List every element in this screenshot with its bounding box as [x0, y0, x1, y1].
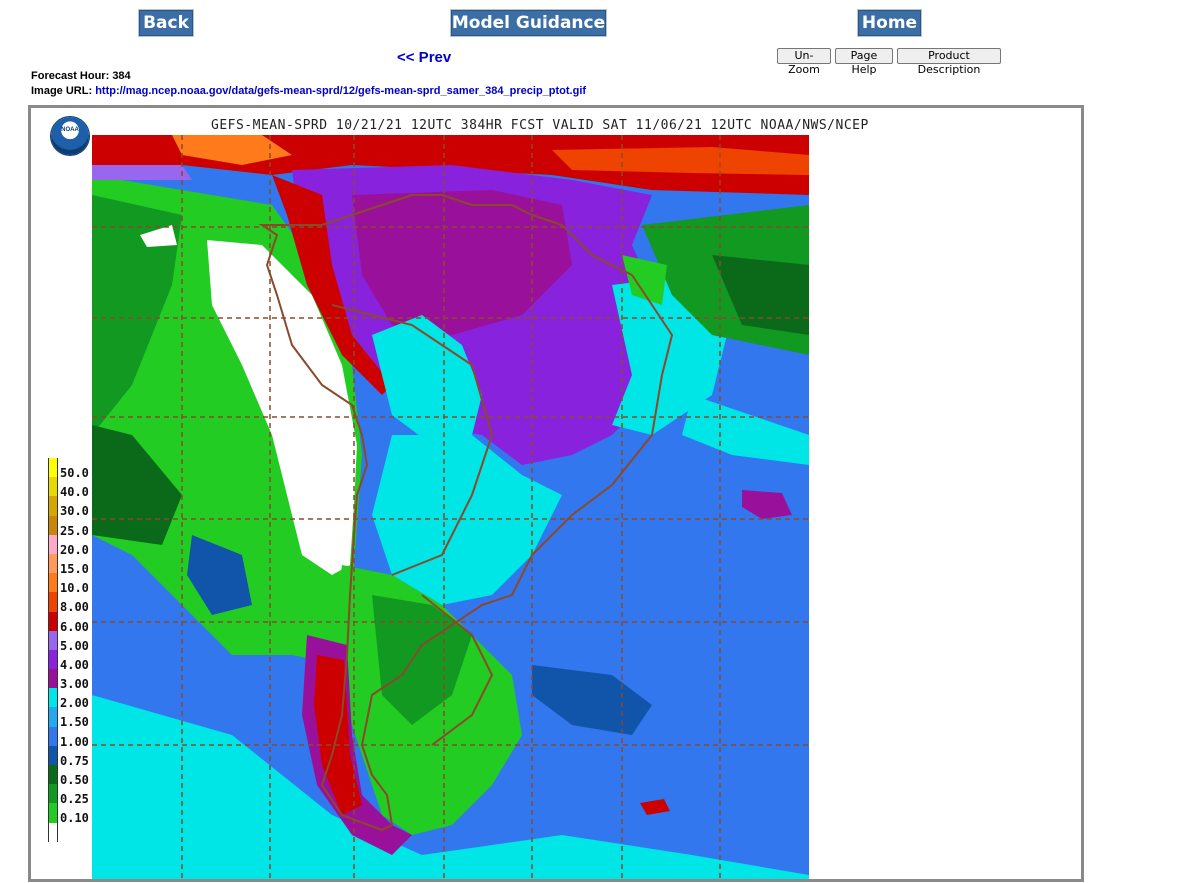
- legend-swatch: [48, 726, 58, 746]
- forecast-hour-line: Forecast Hour: 384: [31, 70, 131, 82]
- legend-label: 2.00: [60, 696, 89, 711]
- legend-label: 6.00: [60, 619, 89, 634]
- forecast-hour-label: Forecast Hour:: [31, 70, 110, 82]
- legend-label: 8.00: [60, 600, 89, 615]
- legend-label: 0.10: [60, 811, 89, 826]
- legend-swatch: [48, 669, 58, 689]
- legend-swatch: [48, 573, 58, 593]
- legend-swatch: [48, 688, 58, 708]
- legend-swatch: [48, 745, 58, 765]
- legend-label: 3.00: [60, 677, 89, 692]
- noaa-logo: NOAA: [51, 117, 89, 155]
- legend-label: 20.0: [60, 542, 89, 557]
- legend-swatch: [48, 649, 58, 670]
- legend-swatch: [48, 458, 58, 478]
- unzoom-button[interactable]: Un-Zoom: [777, 48, 831, 76]
- legend-swatch: [48, 534, 58, 554]
- legend-label: 25.0: [60, 523, 89, 538]
- image-url-label: Image URL:: [31, 85, 93, 97]
- legend-label: 0.25: [60, 792, 89, 807]
- back-button[interactable]: Back: [138, 9, 194, 37]
- legend-label: 0.75: [60, 753, 89, 768]
- legend-swatch: [48, 765, 58, 785]
- legend-label: 30.0: [60, 504, 89, 519]
- legend-label: 50.0: [60, 466, 89, 480]
- page-help-button[interactable]: Page Help: [835, 48, 893, 76]
- legend-swatch: [48, 822, 58, 842]
- legend-swatch: [48, 477, 58, 497]
- legend-swatch: [48, 553, 58, 574]
- precip-map-image: [92, 135, 809, 879]
- legend-swatch: [48, 515, 58, 535]
- legend-label: 15.0: [60, 561, 89, 576]
- legend-swatch: [48, 707, 58, 727]
- forecast-map[interactable]: NOAA GEFS-MEAN-SPRD 10/21/21 12UTC 384HR…: [28, 105, 1084, 882]
- image-url-link[interactable]: http://mag.ncep.noaa.gov/data/gefs-mean-…: [95, 85, 587, 97]
- legend-label: 40.0: [60, 485, 89, 500]
- map-title: GEFS-MEAN-SPRD 10/21/21 12UTC 384HR FCST…: [211, 118, 869, 133]
- product-description-button[interactable]: Product Description: [897, 48, 1001, 76]
- home-button[interactable]: Home: [857, 9, 922, 37]
- legend-swatch: [48, 630, 58, 650]
- image-url-line: Image URL: http://mag.ncep.noaa.gov/data…: [31, 85, 586, 97]
- legend-label: 5.00: [60, 638, 89, 653]
- prev-link[interactable]: << Prev: [397, 49, 452, 66]
- legend-label: 0.50: [60, 773, 89, 787]
- legend-label: 1.50: [60, 715, 89, 730]
- legend-swatch: [48, 784, 58, 804]
- legend-label: 10.0: [60, 581, 89, 596]
- forecast-hour-value: 384: [112, 70, 131, 82]
- legend-swatch: [48, 592, 58, 612]
- legend-swatch: [48, 803, 58, 823]
- legend-swatch: [48, 611, 58, 631]
- model-guidance-button[interactable]: Model Guidance: [450, 9, 607, 37]
- legend-swatch: [48, 496, 58, 516]
- legend-label: 1.00: [60, 734, 89, 749]
- legend-label: 4.00: [60, 657, 89, 672]
